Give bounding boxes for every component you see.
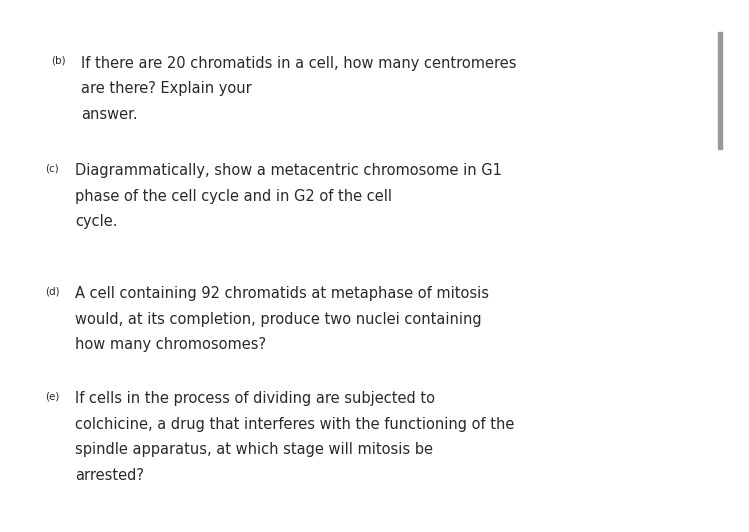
Text: Diagrammatically, show a metacentric chromosome in G1: Diagrammatically, show a metacentric chr… [75, 163, 502, 178]
Text: (c): (c) [45, 163, 58, 173]
Text: If there are 20 chromatids in a cell, how many centromeres: If there are 20 chromatids in a cell, ho… [81, 56, 516, 71]
Text: how many chromosomes?: how many chromosomes? [75, 337, 266, 352]
Text: colchicine, a drug that interferes with the functioning of the: colchicine, a drug that interferes with … [75, 417, 515, 431]
Text: spindle apparatus, at which stage will mitosis be: spindle apparatus, at which stage will m… [75, 442, 433, 457]
Text: would, at its completion, produce two nuclei containing: would, at its completion, produce two nu… [75, 312, 482, 327]
Text: cycle.: cycle. [75, 214, 118, 229]
Text: If cells in the process of dividing are subjected to: If cells in the process of dividing are … [75, 391, 435, 406]
Text: (d): (d) [45, 286, 60, 296]
Text: A cell containing 92 chromatids at metaphase of mitosis: A cell containing 92 chromatids at metap… [75, 286, 489, 301]
Text: answer.: answer. [81, 107, 138, 122]
Text: arrested?: arrested? [75, 468, 144, 483]
Text: are there? Explain your: are there? Explain your [81, 81, 252, 96]
Text: phase of the cell cycle and in G2 of the cell: phase of the cell cycle and in G2 of the… [75, 189, 392, 204]
Text: (e): (e) [45, 391, 59, 401]
Text: (b): (b) [51, 56, 66, 66]
